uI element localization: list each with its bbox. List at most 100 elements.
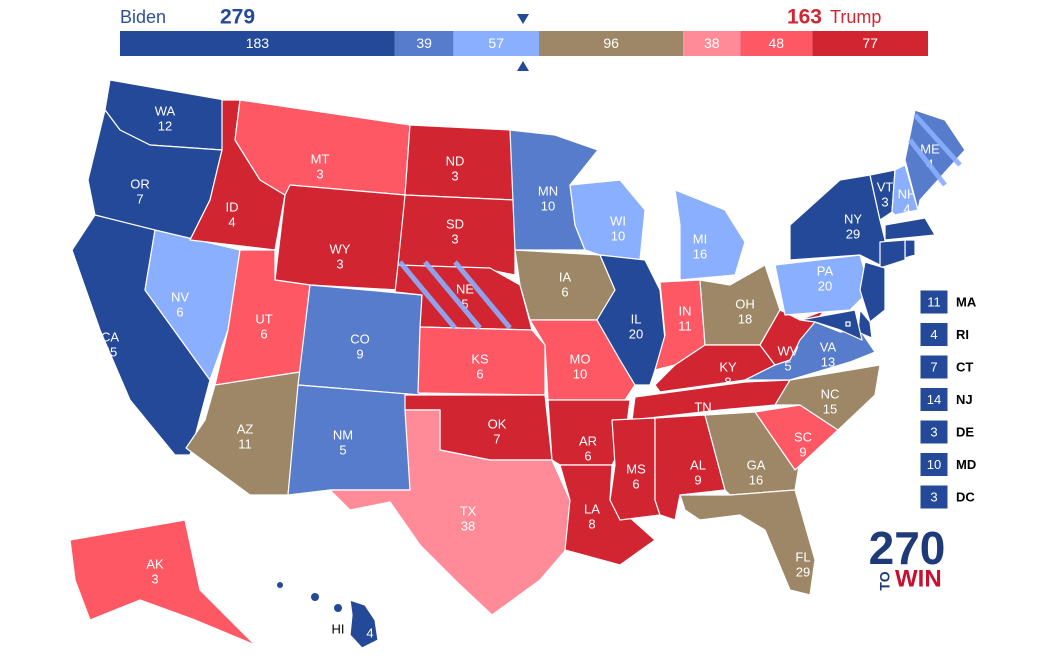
bar-segment-label: 96	[603, 35, 619, 51]
state-ev: 6	[561, 284, 568, 299]
state-ev: 3	[451, 231, 458, 246]
state-abbr: OR	[130, 176, 150, 191]
state-shape	[884, 217, 936, 241]
state-ev: 10	[611, 228, 625, 243]
left-total: 279	[220, 6, 255, 29]
state-abbr: AZ	[237, 421, 254, 436]
island	[311, 593, 319, 601]
state-shape	[674, 189, 746, 281]
state-ev: 11	[678, 318, 692, 333]
state-abbr: ND	[446, 153, 465, 168]
bar-segment-label: 77	[862, 35, 878, 51]
state-box-ev: 7	[930, 359, 937, 374]
state-abbr: AK	[146, 556, 164, 571]
bar-segment	[812, 31, 928, 56]
state-abbr: NE	[456, 281, 474, 296]
state-shape	[759, 309, 826, 366]
state-box-abbr: RI	[956, 327, 969, 342]
state-shape	[799, 309, 863, 341]
state-box	[919, 354, 949, 380]
state: KS6	[417, 326, 546, 396]
state-abbr: MN	[538, 183, 558, 198]
state-ev: 4	[228, 214, 235, 229]
state-abbr: VT	[877, 179, 894, 194]
state: VT3	[869, 169, 896, 221]
island	[334, 604, 342, 612]
state-abbr: FL	[795, 549, 810, 564]
state: ND3	[404, 124, 516, 201]
state-shape	[774, 254, 871, 316]
state: AK3	[69, 519, 256, 646]
state-ev: 16	[693, 246, 707, 261]
bar-segment	[453, 31, 540, 56]
state-abbr: SC	[794, 429, 812, 444]
bar-segment-label: 39	[416, 35, 432, 51]
state-abbr: CA	[101, 329, 119, 344]
state-box-ev: 4	[930, 327, 937, 342]
state-box-ev: 14	[927, 392, 941, 407]
state-ev: 6	[584, 448, 591, 463]
state-box-ev: 3	[930, 489, 937, 504]
state-box-abbr: DE	[956, 424, 974, 439]
state-ev: 11	[238, 436, 252, 451]
state-abbr: MS	[626, 461, 646, 476]
midpoint-marker-bottom	[517, 61, 529, 71]
state-shape	[879, 239, 906, 269]
state-box-abbr: MD	[956, 457, 976, 472]
state-abbr: HI	[332, 621, 345, 636]
state-abbr: NC	[821, 386, 840, 401]
bar-segment-label: 48	[769, 35, 785, 51]
logo-to: TO	[877, 571, 893, 590]
logo-number: 270	[869, 522, 946, 574]
bar-segment-label: 57	[488, 35, 504, 51]
split-stripe	[913, 113, 962, 167]
island	[277, 582, 283, 588]
state-abbr: NV	[171, 289, 189, 304]
state-ev: 7	[136, 191, 143, 206]
us-map: WA12OR7CA55NV6ID4MT3WY3UT6AZ11CO9NM5ND3S…	[69, 79, 966, 649]
state-ev: 13	[821, 354, 835, 369]
state-abbr: NH	[898, 186, 917, 201]
state-abbr: MI	[693, 231, 707, 246]
state-ev: 5	[461, 296, 468, 311]
state: MT3	[234, 99, 411, 196]
state-ev: 7	[493, 431, 500, 446]
state-shape	[679, 489, 816, 596]
bar-segment-label: 183	[246, 35, 270, 51]
state-ev: 9	[694, 472, 701, 487]
state-shape	[904, 109, 966, 211]
right-candidate: Trump	[830, 7, 881, 27]
bar-segment	[740, 31, 813, 56]
state-box	[919, 387, 949, 412]
state-ev: 10	[573, 366, 587, 381]
state: LA8	[559, 464, 656, 566]
midpoint-marker-top	[517, 14, 529, 24]
state: IA6	[514, 249, 616, 321]
bar-segment-label: 38	[704, 35, 720, 51]
state-ev: 6	[176, 304, 183, 319]
state-abbr: MT	[311, 151, 330, 166]
right-total: 163	[787, 6, 822, 29]
state-box	[919, 289, 949, 315]
state-shape	[69, 519, 256, 646]
state-box	[919, 452, 949, 477]
state-box-abbr: CT	[956, 359, 973, 374]
state-ev: 12	[158, 118, 172, 133]
state: NH4	[891, 164, 919, 216]
state-ev: 20	[629, 326, 643, 341]
bar-segment	[683, 31, 741, 56]
seat-bar: 183 39 57 96 38 48 77	[120, 31, 928, 56]
state-box	[919, 322, 949, 347]
state: CO9	[297, 284, 423, 396]
state-shape	[891, 164, 919, 216]
state-shape	[789, 174, 886, 266]
state-abbr: KS	[471, 351, 489, 366]
state-shape	[274, 184, 406, 291]
bar-segment	[539, 31, 684, 56]
state-ev: 6	[632, 476, 639, 491]
state-box-abbr: DC	[956, 489, 975, 504]
state-ev: 20	[818, 278, 832, 293]
